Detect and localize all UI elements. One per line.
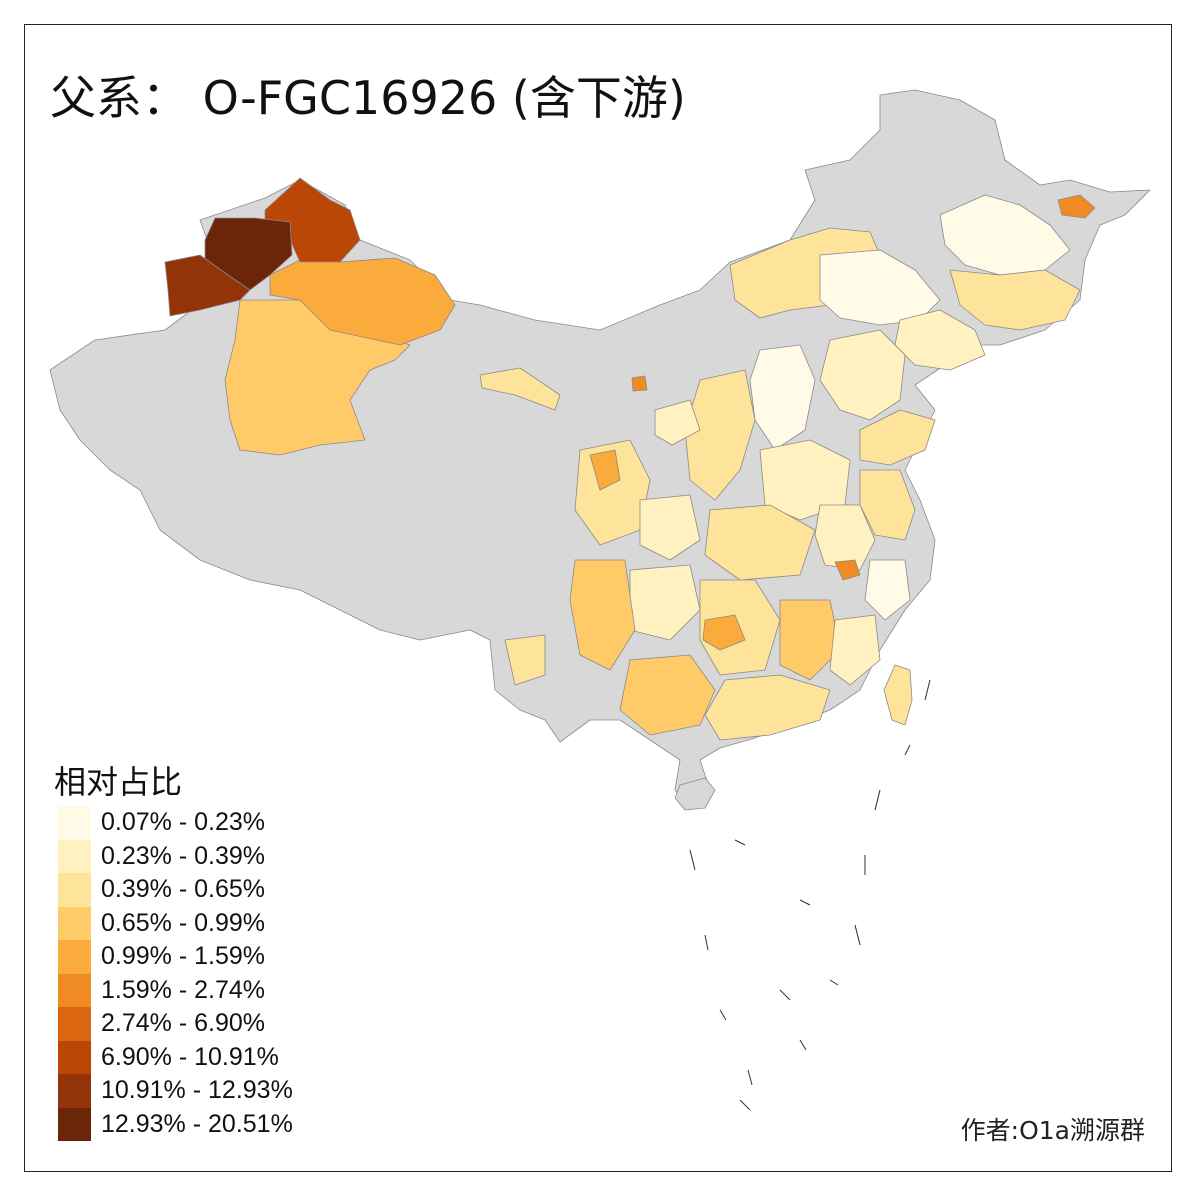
legend-swatch: [58, 906, 91, 940]
south-sea-islands: [689, 679, 931, 1111]
author-credit: 作者:O1a溯源群: [960, 1116, 1145, 1145]
hainan-region: [674, 777, 716, 811]
legend-item: 0.65% - 0.99%: [58, 906, 293, 940]
heilongjiang-region: [939, 194, 1071, 276]
sichuan-hotspot-region: [589, 449, 621, 491]
legend-swatch: [58, 873, 91, 907]
legend-item: 12.93% - 20.51%: [58, 1107, 293, 1141]
xinjiang-west-region: [164, 254, 251, 317]
legend-label: 0.65% - 0.99%: [101, 908, 265, 937]
legend-item: 0.07% - 0.23%: [58, 806, 293, 840]
gansu-strip-region: [479, 367, 561, 411]
anhui-hotspot-region: [834, 559, 861, 581]
legend-item: 0.99% - 1.59%: [58, 940, 293, 974]
shandong-region: [859, 409, 936, 466]
anhui-region: [814, 504, 876, 571]
hunan-hotspot-region: [702, 614, 746, 651]
heilongjiang-hotspot-region: [1057, 194, 1096, 219]
legend-item: 1.59% - 2.74%: [58, 973, 293, 1007]
hubei-region: [704, 504, 816, 581]
legend-swatch: [58, 839, 91, 873]
ningxia-region: [654, 399, 701, 446]
taiwan-region: [883, 664, 913, 726]
yunnan-east-region: [569, 559, 636, 671]
legend-label: 0.39% - 0.65%: [101, 875, 265, 904]
legend-swatch: [58, 1007, 91, 1041]
guangxi-region: [619, 654, 716, 736]
legend-swatch: [58, 1074, 91, 1108]
legend-label: 2.74% - 6.90%: [101, 1009, 265, 1038]
gansu-hotspot-region: [631, 375, 648, 392]
legend-title: 相对占比: [54, 763, 183, 801]
zhejiang-region: [864, 559, 911, 621]
chongqing-region: [639, 494, 701, 561]
legend-label: 0.07% - 0.23%: [101, 808, 265, 837]
shanxi-region: [749, 344, 816, 451]
legend-swatch: [58, 973, 91, 1007]
legend-swatch: [58, 1107, 91, 1141]
yunnan-south-region: [504, 634, 546, 686]
legend-item: 6.90% - 10.91%: [58, 1040, 293, 1074]
legend-label: 12.93% - 20.51%: [101, 1109, 293, 1138]
hebei-region: [819, 329, 906, 421]
map-title: 父系： O-FGC16926 (含下游): [50, 71, 686, 125]
legend-swatch: [58, 1040, 91, 1074]
legend-label: 10.91% - 12.93%: [101, 1076, 293, 1105]
shaanxi-region: [684, 369, 756, 501]
legend-item: 0.39% - 0.65%: [58, 873, 293, 907]
legend-label: 1.59% - 2.74%: [101, 975, 265, 1004]
legend-label: 0.99% - 1.59%: [101, 942, 265, 971]
legend-item: 0.23% - 0.39%: [58, 839, 293, 873]
legend-item: 10.91% - 12.93%: [58, 1074, 293, 1108]
legend-swatch: [58, 806, 91, 840]
guangdong-region: [704, 674, 831, 741]
legend-label: 6.90% - 10.91%: [101, 1042, 279, 1071]
jilin-region: [949, 269, 1081, 331]
fujian-region: [829, 614, 881, 686]
legend-item: 2.74% - 6.90%: [58, 1007, 293, 1041]
legend-swatch: [58, 940, 91, 974]
jiangxi-region: [779, 599, 841, 681]
legend: 0.07% - 0.23% 0.23% - 0.39% 0.39% - 0.65…: [58, 806, 293, 1141]
legend-label: 0.23% - 0.39%: [101, 841, 265, 870]
